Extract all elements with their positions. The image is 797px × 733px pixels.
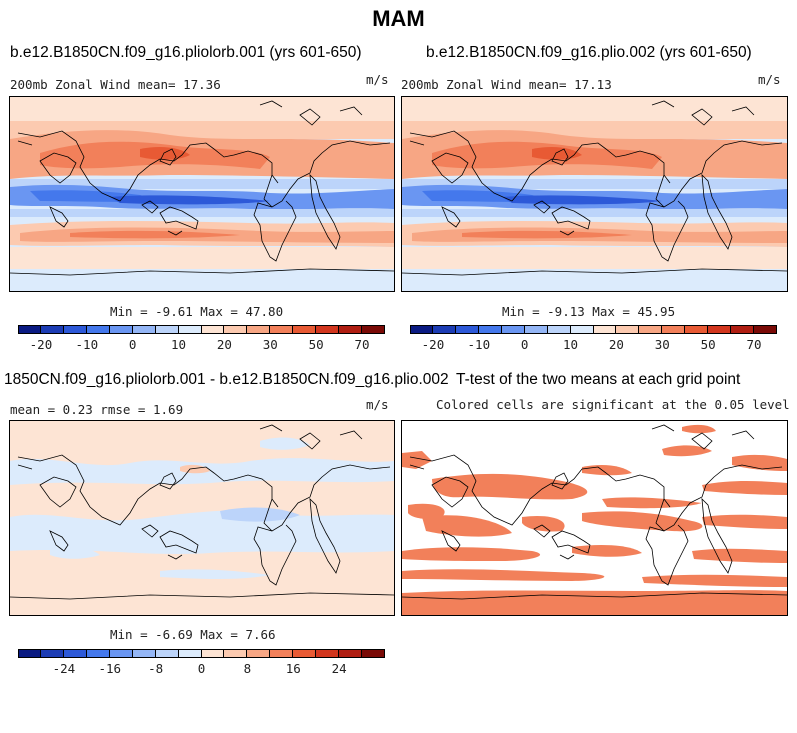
colorbar-cell bbox=[293, 649, 317, 658]
colorbar-cell bbox=[155, 649, 179, 658]
colorbar-cell bbox=[247, 649, 271, 658]
field-label-bottom-left: mean = 0.23 rmse = 1.69 bbox=[10, 402, 184, 417]
colorbar-tick-label: -16 bbox=[98, 661, 122, 676]
map-panel-bottom-right bbox=[401, 420, 788, 616]
colorbar-cell bbox=[201, 649, 225, 658]
colorbar-tick-label: 70 bbox=[746, 337, 762, 352]
colorbar-tick-label: 16 bbox=[285, 661, 301, 676]
panel-subtitle-bottom-right: Colored cells are significant at the 0.0… bbox=[436, 397, 790, 412]
wind-map-top-right bbox=[402, 97, 787, 291]
colorbar-cell bbox=[570, 325, 594, 334]
minmax-top-right: Min = -9.13 Max = 45.95 bbox=[502, 304, 676, 319]
colorbar-cell bbox=[339, 649, 363, 658]
colorbar-cell bbox=[708, 325, 732, 334]
diff-map-bottom-left bbox=[10, 421, 394, 615]
colorbar-tick-label: 0 bbox=[197, 661, 206, 676]
colorbar-cell bbox=[178, 325, 202, 334]
minmax-bottom-left: Min = -6.69 Max = 7.66 bbox=[110, 627, 276, 642]
colorbar-tick-label: 30 bbox=[262, 337, 278, 352]
colorbar-tick-label: -20 bbox=[29, 337, 53, 352]
colorbar-cell bbox=[616, 325, 640, 334]
colorbar-cell bbox=[339, 325, 363, 334]
colorbar-tick-label: 10 bbox=[171, 337, 187, 352]
colorbar-cell bbox=[547, 325, 571, 334]
colorbar-cell bbox=[478, 325, 502, 334]
colorbar-tick-label: 70 bbox=[354, 337, 370, 352]
colorbar-cell bbox=[155, 325, 179, 334]
colorbar-cell bbox=[410, 325, 433, 334]
colorbar-cell bbox=[201, 325, 225, 334]
colorbar-cell bbox=[224, 649, 248, 658]
colorbar-frame bbox=[18, 325, 385, 334]
colorbar-tick-label: -8 bbox=[148, 661, 164, 676]
field-label-top-right: 200mb Zonal Wind mean= 17.13 bbox=[401, 77, 612, 92]
colorbar-tick-label: 20 bbox=[608, 337, 624, 352]
colorbar-tick-label: 50 bbox=[700, 337, 716, 352]
colorbar-cell bbox=[109, 325, 133, 334]
map-panel-top-left bbox=[9, 96, 395, 292]
panel-title-top-right: b.e12.B1850CN.f09_g16.plio.002 (yrs 601-… bbox=[426, 44, 752, 61]
colorbar-tick-label: -20 bbox=[421, 337, 445, 352]
map-panel-top-right bbox=[401, 96, 788, 292]
colorbar-cell bbox=[132, 325, 156, 334]
colorbar-cell bbox=[132, 649, 156, 658]
colorbar-cell bbox=[109, 649, 133, 658]
colorbar-cell bbox=[40, 325, 64, 334]
panel-title-bottom-left: 1850CN.f09_g16.pliolorb.001 - b.e12.B185… bbox=[4, 371, 449, 388]
colorbar-cell bbox=[63, 325, 87, 334]
colorbar-cell bbox=[178, 649, 202, 658]
colorbar-cell bbox=[18, 325, 41, 334]
colorbar-cell bbox=[18, 649, 41, 658]
colorbar-frame bbox=[18, 649, 385, 658]
colorbar-cell bbox=[86, 325, 110, 334]
colorbar-cell bbox=[524, 325, 548, 334]
colorbar-tick-label: 24 bbox=[331, 661, 347, 676]
colorbar-cell bbox=[86, 649, 110, 658]
colorbar-tick-label: 0 bbox=[128, 337, 137, 352]
colorbar-tick-label: 50 bbox=[308, 337, 324, 352]
colorbar-tick-label: -24 bbox=[52, 661, 76, 676]
units-bottom-left: m/s bbox=[366, 397, 389, 412]
panel-title-bottom-right: T-test of the two means at each grid poi… bbox=[456, 371, 741, 388]
colorbar-tick-label: 20 bbox=[216, 337, 232, 352]
colorbar-cell bbox=[63, 649, 87, 658]
colorbar-cell bbox=[501, 325, 525, 334]
minmax-top-left: Min = -9.61 Max = 47.80 bbox=[110, 304, 284, 319]
colorbar-cell bbox=[731, 325, 755, 334]
panel-title-top-left: b.e12.B1850CN.f09_g16.pliolorb.001 (yrs … bbox=[10, 44, 362, 61]
colorbar-tick-label: 10 bbox=[563, 337, 579, 352]
colorbar-cell bbox=[270, 649, 294, 658]
colorbar-tick-label: 0 bbox=[520, 337, 529, 352]
colorbar-cell bbox=[455, 325, 479, 334]
units-top-right: m/s bbox=[758, 72, 781, 87]
colorbar-cell bbox=[662, 325, 686, 334]
colorbar-tick-label: 30 bbox=[654, 337, 670, 352]
colorbar-cell bbox=[224, 325, 248, 334]
map-panel-bottom-left bbox=[9, 420, 395, 616]
colorbar-cell bbox=[270, 325, 294, 334]
colorbar-cell bbox=[432, 325, 456, 334]
units-top-left: m/s bbox=[366, 72, 389, 87]
colorbar-tick-label: -10 bbox=[467, 337, 491, 352]
ttest-map-bottom-right bbox=[402, 421, 787, 615]
colorbar-tick-label: 8 bbox=[243, 661, 252, 676]
colorbar-cell bbox=[40, 649, 64, 658]
colorbar-cell bbox=[685, 325, 709, 334]
colorbar-cell bbox=[639, 325, 663, 334]
wind-map-top-left bbox=[10, 97, 394, 291]
colorbar-cell bbox=[316, 325, 340, 334]
field-label-top-left: 200mb Zonal Wind mean= 17.36 bbox=[10, 77, 221, 92]
colorbar-cell bbox=[316, 649, 340, 658]
colorbar-tick-label: -10 bbox=[75, 337, 99, 352]
colorbar-cell bbox=[593, 325, 617, 334]
colorbar-cell bbox=[247, 325, 271, 334]
colorbar-cell bbox=[293, 325, 317, 334]
colorbar-frame bbox=[410, 325, 777, 334]
figure-title: MAM bbox=[372, 6, 425, 31]
